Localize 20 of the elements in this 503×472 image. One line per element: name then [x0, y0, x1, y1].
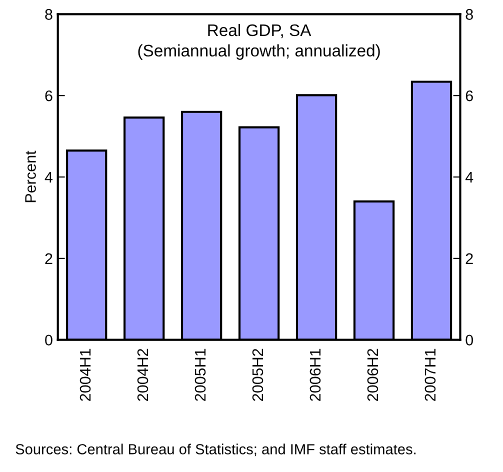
x-tick-label: 2006H2 — [367, 348, 378, 401]
y2-tick-label: 6 — [466, 90, 473, 102]
x-tick-label: 2006H1 — [310, 348, 321, 401]
x-tick-label: 2004H1 — [80, 348, 91, 401]
y2-tick-label: 8 — [466, 9, 473, 20]
y2-tick-label: 4 — [465, 172, 474, 183]
x-tick-label: 2005H2 — [252, 348, 264, 401]
y2-tick-label: 2 — [466, 253, 473, 264]
y-tick-label: 8 — [45, 9, 52, 20]
x-tick-label: 2005H1 — [194, 348, 206, 401]
source-note: Sources: Central Bureau of Statistics; and IMF staff estimates. — [16, 444, 416, 456]
text: Real GDP, SA (Semiannual growth; annualized) — [138, 24, 380, 60]
x-tick-label: 2004H2 — [137, 348, 148, 401]
y-tick-label: 4 — [44, 172, 53, 183]
x-tick-label: 2007H1 — [424, 348, 436, 401]
y-tick-label: 2 — [45, 253, 52, 264]
y-axis-title: Percent — [25, 150, 36, 202]
y-tick-label: 0 — [45, 334, 52, 346]
y2-tick-label: 0 — [466, 334, 474, 346]
y-tick-label: 6 — [45, 90, 52, 102]
